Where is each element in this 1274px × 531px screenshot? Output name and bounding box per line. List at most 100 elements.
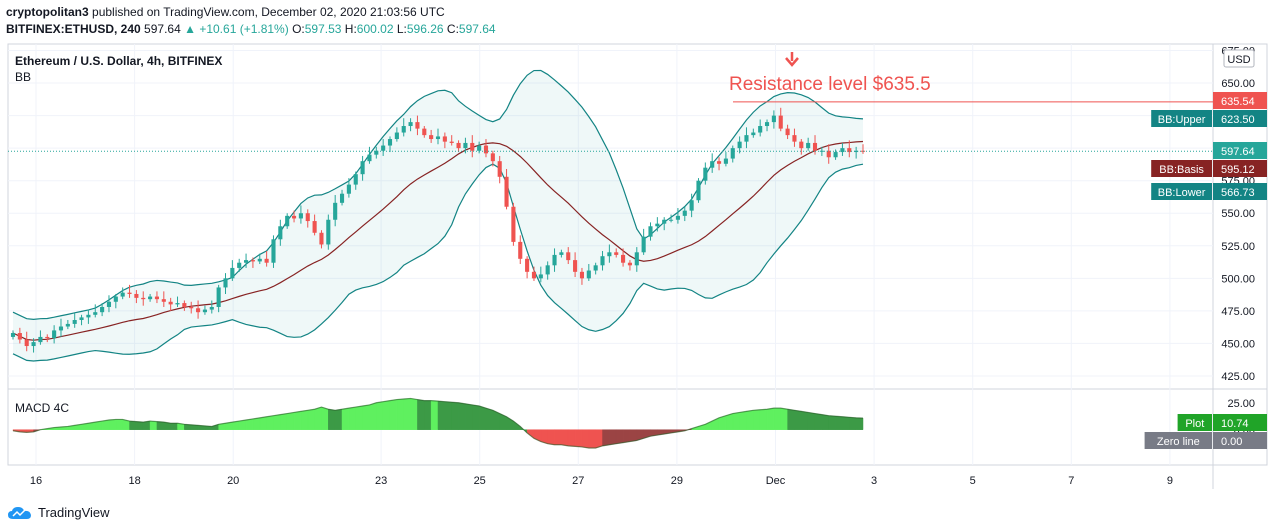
candle-body[interactable]	[202, 309, 207, 313]
candle-body[interactable]	[497, 161, 502, 177]
candle-body[interactable]	[511, 206, 516, 242]
candle-body[interactable]	[429, 135, 434, 140]
candle-body[interactable]	[223, 278, 228, 288]
candle-body[interactable]	[463, 142, 468, 149]
candle-body[interactable]	[401, 126, 406, 133]
candle-body[interactable]	[175, 303, 180, 305]
candle-body[interactable]	[675, 215, 680, 220]
candle-body[interactable]	[31, 342, 36, 347]
candle-body[interactable]	[627, 262, 632, 266]
candle-body[interactable]	[120, 292, 125, 297]
candle-body[interactable]	[141, 297, 146, 300]
candle-body[interactable]	[525, 258, 530, 272]
candle-body[interactable]	[449, 141, 454, 143]
candle-body[interactable]	[285, 215, 290, 227]
candle-body[interactable]	[339, 193, 345, 203]
candle-body[interactable]	[127, 292, 132, 294]
candle-body[interactable]	[93, 312, 98, 315]
candle-body[interactable]	[621, 254, 626, 263]
candle-body[interactable]	[696, 180, 701, 201]
candle-body[interactable]	[168, 301, 173, 305]
candle-body[interactable]	[579, 271, 585, 279]
candle-body[interactable]	[826, 150, 831, 158]
candle-body[interactable]	[230, 267, 235, 279]
candle-body[interactable]	[216, 287, 221, 307]
candle-body[interactable]	[161, 299, 166, 302]
candle-body[interactable]	[545, 265, 550, 275]
candle-body[interactable]	[360, 161, 365, 175]
candle-body[interactable]	[278, 226, 283, 240]
candle-body[interactable]	[319, 232, 324, 245]
candle-body[interactable]	[566, 252, 571, 261]
candle-body[interactable]	[72, 320, 77, 324]
candle-body[interactable]	[58, 326, 64, 331]
candle-body[interactable]	[408, 122, 413, 127]
candle-body[interactable]	[52, 330, 57, 339]
resistance-annotation[interactable]: Resistance level $635.5	[729, 74, 931, 95]
candle-body[interactable]	[723, 158, 728, 164]
candle-body[interactable]	[477, 145, 482, 151]
candle-body[interactable]	[710, 161, 715, 168]
candle-body[interactable]	[792, 135, 797, 142]
candle-body[interactable]	[806, 142, 811, 149]
candle-body[interactable]	[682, 210, 687, 216]
candle-body[interactable]	[758, 126, 763, 133]
candle-body[interactable]	[24, 339, 29, 347]
candle-body[interactable]	[291, 215, 297, 219]
candle-body[interactable]	[689, 200, 694, 211]
candle-body[interactable]	[264, 258, 269, 263]
candle-body[interactable]	[559, 252, 564, 255]
candle-body[interactable]	[381, 145, 386, 151]
candle-body[interactable]	[490, 153, 495, 162]
candle-body[interactable]	[244, 260, 249, 263]
candle-body[interactable]	[45, 336, 50, 339]
candle-body[interactable]	[573, 260, 578, 272]
candle-body[interactable]	[10, 333, 16, 337]
candle-body[interactable]	[367, 154, 372, 162]
candle-body[interactable]	[86, 314, 91, 318]
candle-body[interactable]	[607, 252, 612, 257]
candle-body[interactable]	[764, 122, 770, 127]
candle-body[interactable]	[346, 184, 351, 194]
candle-body[interactable]	[641, 236, 646, 253]
candle-body[interactable]	[257, 258, 262, 262]
candle-body[interactable]	[703, 167, 708, 181]
candle-body[interactable]	[456, 142, 461, 149]
candle-body[interactable]	[312, 221, 317, 233]
candle-body[interactable]	[751, 132, 756, 136]
candle-body[interactable]	[100, 306, 105, 313]
candle-body[interactable]	[65, 323, 70, 327]
candle-body[interactable]	[634, 252, 639, 266]
candle-body[interactable]	[538, 274, 543, 279]
currency-badge[interactable]	[1223, 49, 1255, 68]
candle-body[interactable]	[271, 239, 276, 263]
candle-body[interactable]	[662, 219, 667, 224]
candle-body[interactable]	[648, 226, 653, 237]
candle-body[interactable]	[326, 219, 331, 245]
candle-body[interactable]	[737, 141, 742, 149]
candle-body[interactable]	[250, 260, 255, 262]
macd-label[interactable]: MACD 4C	[15, 401, 69, 415]
candle-body[interactable]	[847, 148, 852, 153]
candle-body[interactable]	[353, 174, 358, 185]
candle-body[interactable]	[669, 219, 674, 221]
candle-body[interactable]	[154, 296, 160, 300]
candle-body[interactable]	[374, 150, 379, 155]
candle-body[interactable]	[435, 136, 441, 140]
candle-body[interactable]	[182, 303, 187, 307]
candle-body[interactable]	[614, 252, 619, 255]
candle-body[interactable]	[394, 132, 399, 140]
candle-body[interactable]	[586, 270, 591, 279]
candle-body[interactable]	[552, 254, 557, 266]
time-axis[interactable]: 16 18 20 23 25 27 29 Dec 3 5 7 9	[30, 44, 1173, 487]
candle-body[interactable]	[237, 262, 242, 268]
candle-body[interactable]	[778, 115, 783, 129]
macd-pane[interactable]: 25.00 0.00	[12, 398, 1255, 449]
candle-body[interactable]	[106, 301, 112, 307]
candle-body[interactable]	[196, 308, 201, 313]
candle-body[interactable]	[79, 317, 84, 320]
candle-body[interactable]	[333, 202, 338, 220]
candle-body[interactable]	[305, 213, 310, 222]
candle-body[interactable]	[785, 128, 790, 136]
